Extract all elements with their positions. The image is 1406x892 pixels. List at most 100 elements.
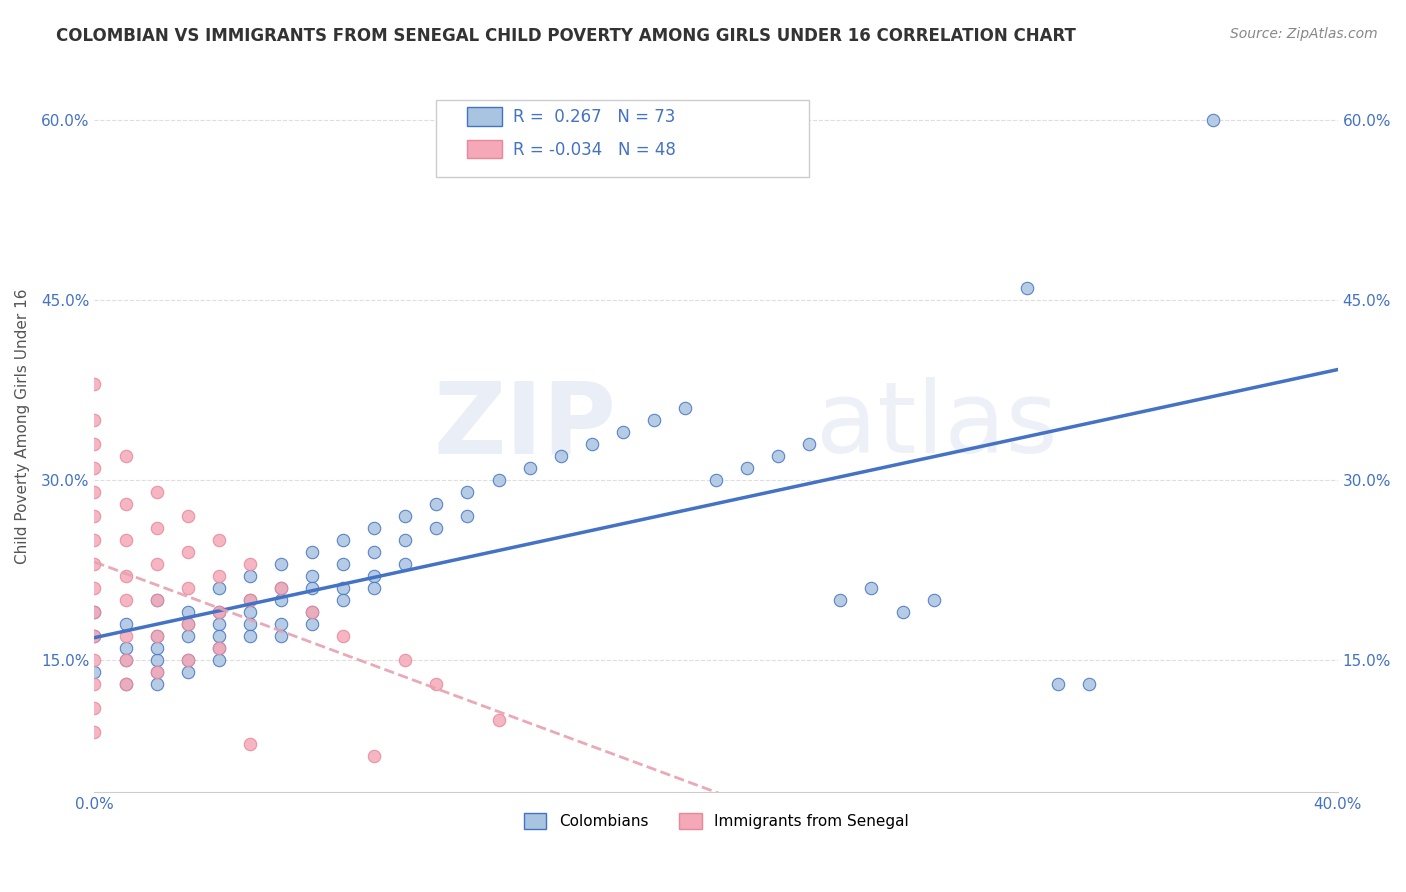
Point [145, 665, 167, 679]
Point [83, 629, 105, 643]
Point [145, 592, 167, 607]
Point [114, 497, 136, 511]
Point [239, 569, 262, 583]
Point [488, 713, 510, 727]
Point [114, 677, 136, 691]
FancyBboxPatch shape [467, 140, 502, 159]
Point [394, 508, 416, 523]
Point [488, 473, 510, 487]
Point [270, 557, 292, 571]
Point [239, 616, 262, 631]
Point [425, 521, 447, 535]
Point [270, 616, 292, 631]
Point [208, 581, 231, 595]
Point [177, 545, 200, 559]
Text: atlas: atlas [815, 377, 1057, 475]
Point [177, 629, 200, 643]
Point [1202, 112, 1225, 127]
Point [145, 665, 167, 679]
Point [332, 557, 354, 571]
Point [550, 449, 572, 463]
Point [177, 665, 200, 679]
Point [270, 592, 292, 607]
Point [83, 533, 105, 547]
Point [208, 640, 231, 655]
Point [114, 569, 136, 583]
Point [145, 640, 167, 655]
Point [456, 508, 478, 523]
Point [83, 437, 105, 451]
Point [114, 629, 136, 643]
Point [145, 592, 167, 607]
Text: R =  0.267   N = 73: R = 0.267 N = 73 [513, 108, 676, 126]
Point [239, 737, 262, 751]
Point [270, 581, 292, 595]
Point [83, 508, 105, 523]
Point [425, 497, 447, 511]
Legend: Colombians, Immigrants from Senegal: Colombians, Immigrants from Senegal [517, 807, 915, 836]
Point [145, 653, 167, 667]
Point [83, 413, 105, 427]
FancyBboxPatch shape [436, 100, 810, 177]
Point [114, 640, 136, 655]
Point [145, 521, 167, 535]
Point [301, 605, 323, 619]
Point [114, 653, 136, 667]
Point [83, 725, 105, 739]
Point [301, 616, 323, 631]
Point [394, 557, 416, 571]
Point [239, 592, 262, 607]
Point [270, 581, 292, 595]
FancyBboxPatch shape [467, 107, 502, 126]
Point [456, 484, 478, 499]
Point [1046, 677, 1069, 691]
Y-axis label: Child Poverty Among Girls Under 16: Child Poverty Among Girls Under 16 [15, 288, 30, 564]
Point [332, 581, 354, 595]
Point [83, 460, 105, 475]
Point [363, 545, 385, 559]
Text: ZIP: ZIP [433, 377, 617, 475]
Point [145, 557, 167, 571]
Point [145, 677, 167, 691]
Point [114, 653, 136, 667]
Point [83, 605, 105, 619]
Point [643, 413, 665, 427]
Point [301, 569, 323, 583]
Point [208, 640, 231, 655]
Point [239, 557, 262, 571]
Point [270, 629, 292, 643]
Point [301, 581, 323, 595]
Point [239, 605, 262, 619]
Point [114, 592, 136, 607]
Point [519, 460, 541, 475]
Point [177, 653, 200, 667]
Point [363, 521, 385, 535]
Point [394, 533, 416, 547]
Point [208, 605, 231, 619]
Point [114, 677, 136, 691]
Point [83, 629, 105, 643]
Point [673, 401, 696, 415]
Point [177, 508, 200, 523]
Point [208, 629, 231, 643]
Point [177, 616, 200, 631]
Point [83, 677, 105, 691]
Point [704, 473, 727, 487]
Point [922, 592, 945, 607]
Point [208, 605, 231, 619]
Point [363, 748, 385, 763]
Point [114, 449, 136, 463]
Point [581, 437, 603, 451]
Point [83, 557, 105, 571]
Point [799, 437, 821, 451]
Point [363, 581, 385, 595]
Point [114, 616, 136, 631]
Point [145, 629, 167, 643]
Text: R = -0.034   N = 48: R = -0.034 N = 48 [513, 141, 676, 159]
Point [177, 605, 200, 619]
Point [114, 533, 136, 547]
Point [332, 533, 354, 547]
Text: COLOMBIAN VS IMMIGRANTS FROM SENEGAL CHILD POVERTY AMONG GIRLS UNDER 16 CORRELAT: COLOMBIAN VS IMMIGRANTS FROM SENEGAL CHI… [56, 27, 1076, 45]
Point [83, 605, 105, 619]
Point [394, 653, 416, 667]
